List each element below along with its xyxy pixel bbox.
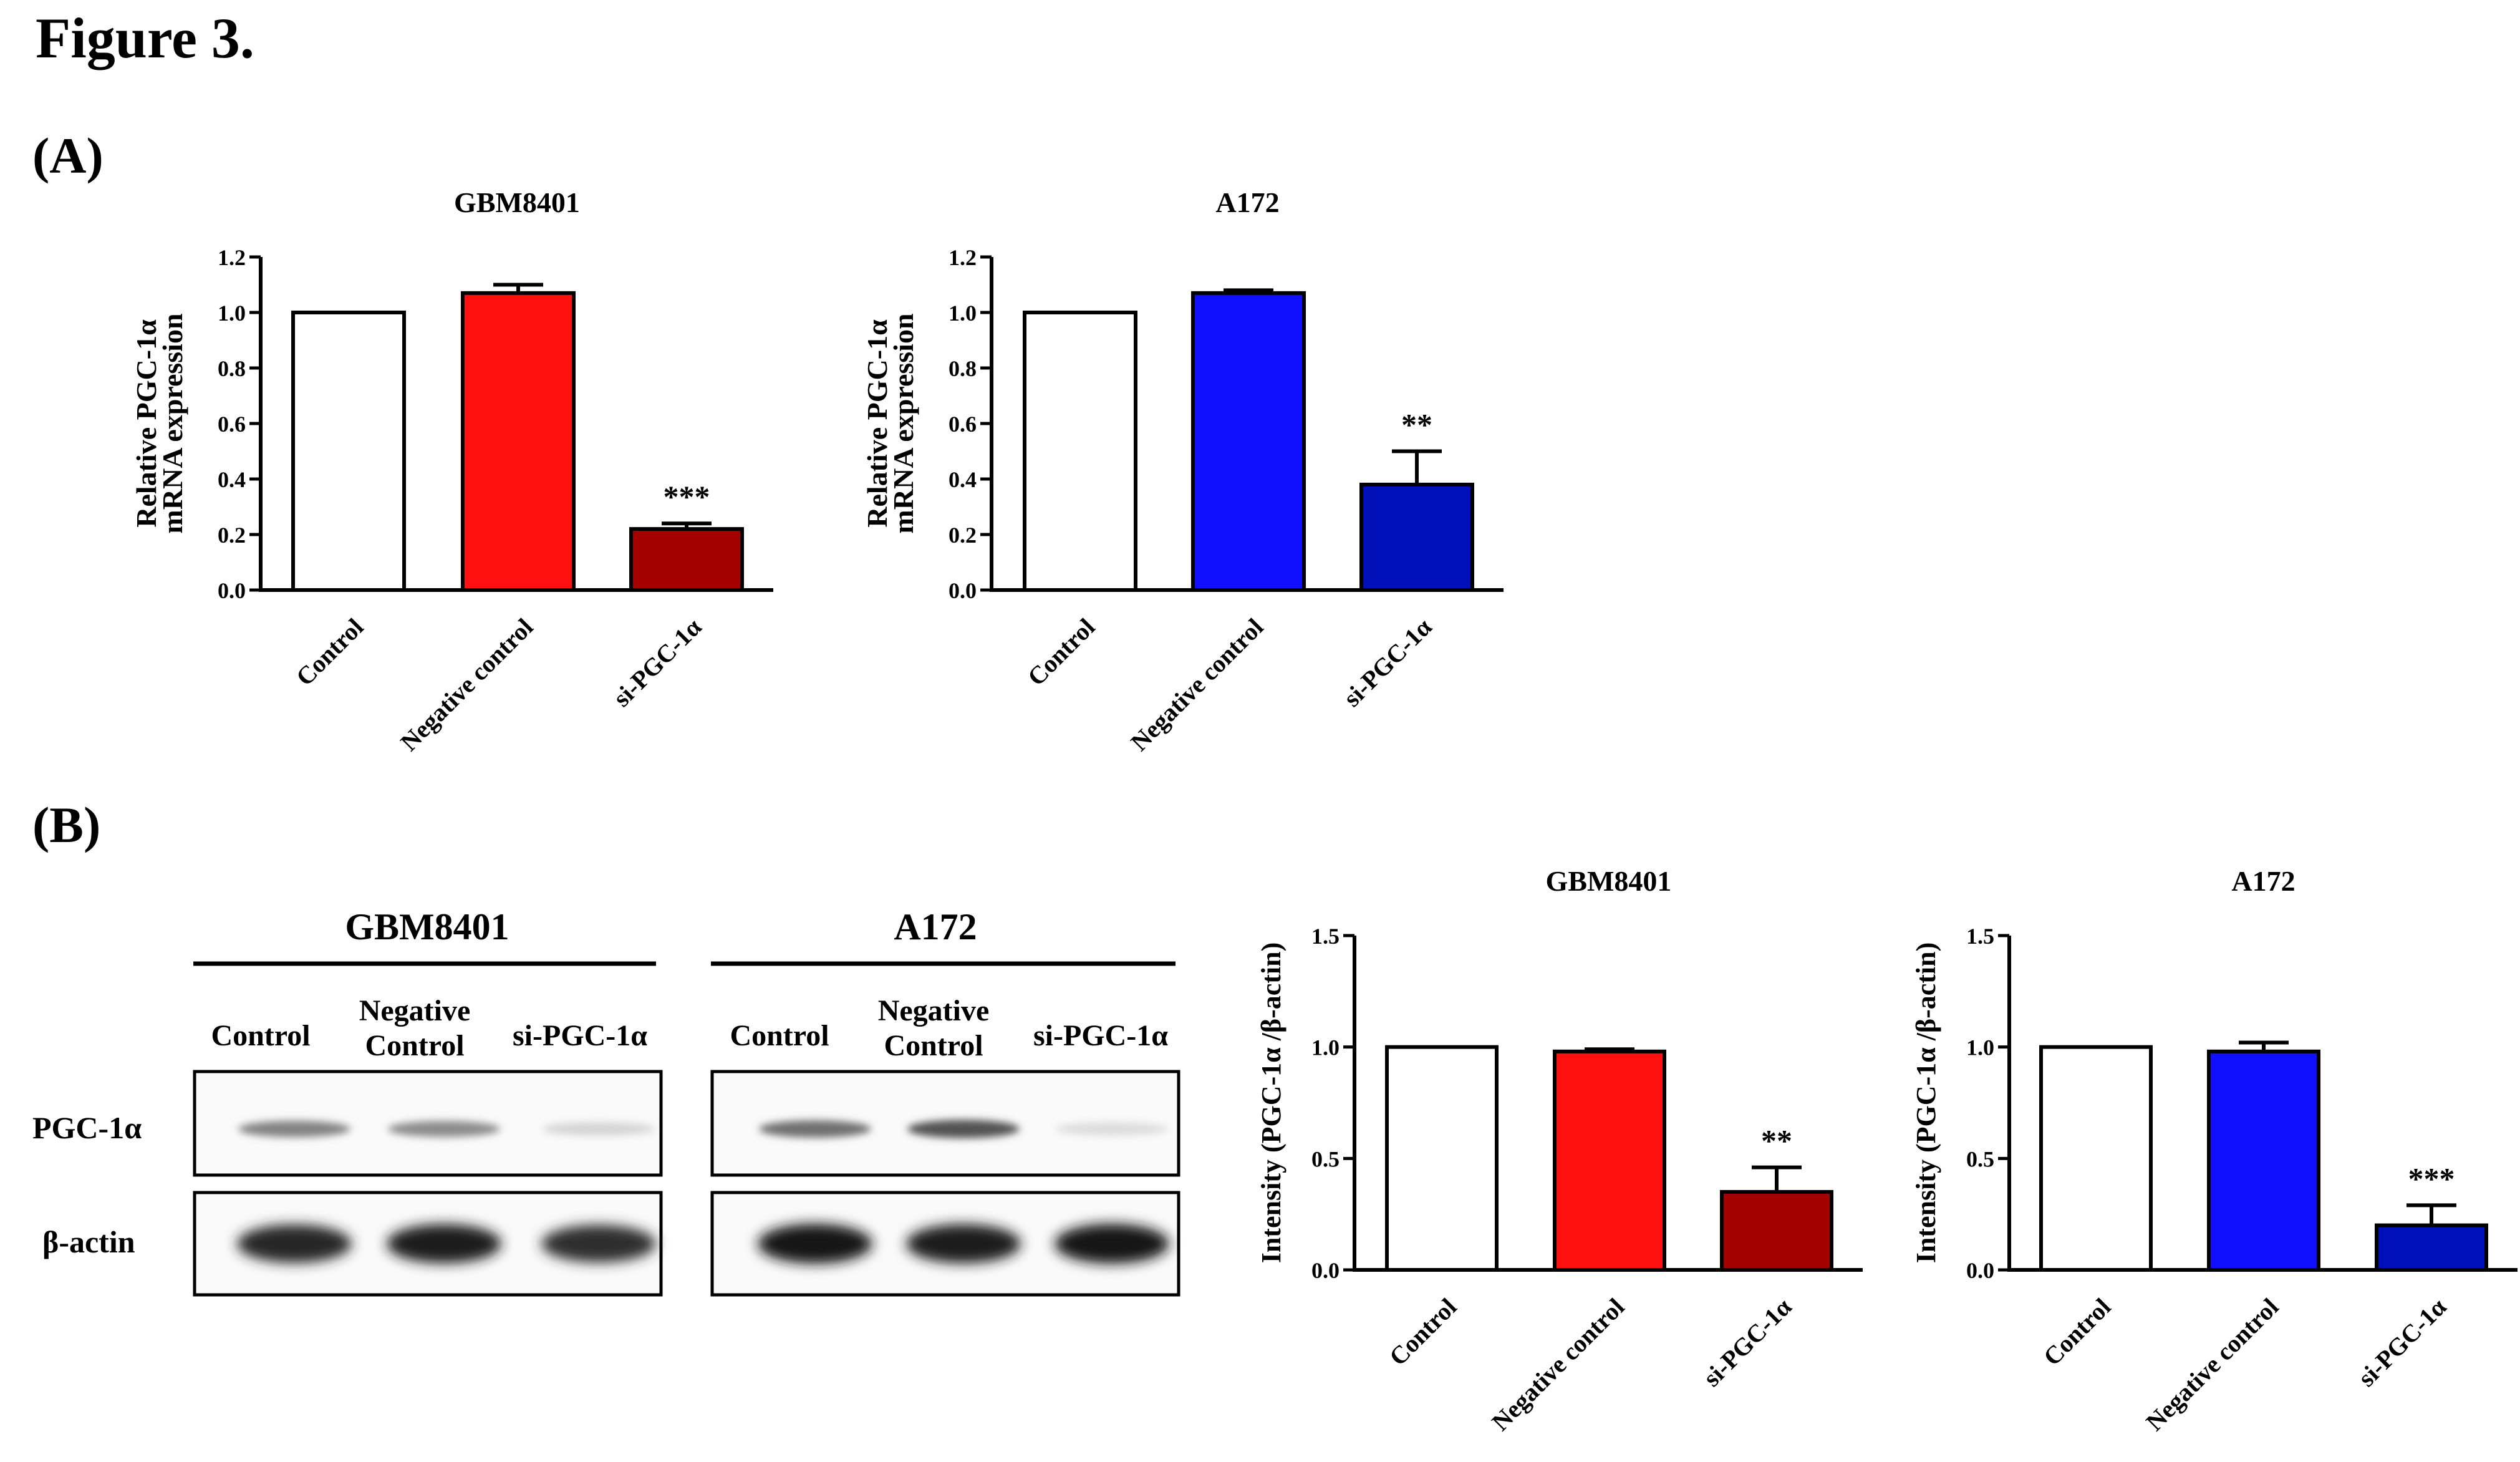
y-axis-label: Intensity (PGC-1α /β-actin) xyxy=(1911,942,1941,1264)
lane-label: Control xyxy=(211,1019,310,1052)
y-tick-label: 0.2 xyxy=(218,523,246,548)
y-tick-label: 1.0 xyxy=(1311,1035,1340,1060)
blot-bands xyxy=(237,1120,656,1264)
bar xyxy=(629,527,744,592)
pgc-band xyxy=(388,1121,500,1137)
significance-marker: *** xyxy=(664,479,710,514)
x-tick-label: Negative control xyxy=(1486,1293,1629,1436)
x-tick-label: Control xyxy=(1022,613,1101,692)
lane-label: Control xyxy=(365,1029,464,1062)
x-tick-label: si-PGC-1α xyxy=(1338,613,1437,712)
x-tick-label: Negative control xyxy=(1125,613,1268,757)
blot-cell-line-title: A172 xyxy=(894,906,977,947)
x-tick-label: Control xyxy=(291,613,369,692)
y-tick-label: 0.2 xyxy=(949,523,977,548)
y-tick-label: 0.0 xyxy=(218,578,246,603)
y-tick-label: 1.0 xyxy=(1966,1035,1994,1060)
western-blot-gbm8401: GBM8401 Control Negative Control si-PGC-… xyxy=(193,906,663,1297)
y-tick-label: 0.6 xyxy=(949,412,977,437)
blot-bands xyxy=(758,1120,1169,1264)
x-tick-label: Control xyxy=(2038,1293,2117,1372)
y-tick-label: 0.5 xyxy=(1966,1146,1994,1171)
bar xyxy=(2207,1049,2320,1272)
y-tick-label: 0.0 xyxy=(1311,1258,1340,1283)
actin-band xyxy=(906,1224,1021,1264)
chart-title: GBM8401 xyxy=(454,186,580,218)
x-tick-label: si-PGC-1α xyxy=(2352,1293,2451,1392)
y-axis-label: mRNA expression xyxy=(887,313,919,533)
lane-label: si-PGC-1α xyxy=(513,1019,647,1052)
chart-title: GBM8401 xyxy=(1546,865,1672,897)
significance-marker: *** xyxy=(2408,1161,2455,1196)
y-tick-label: 0.5 xyxy=(1311,1146,1340,1171)
actin-band xyxy=(387,1224,501,1264)
significance-marker: ** xyxy=(1401,407,1432,442)
chart-B_gbm: GBM8401 Intensity (PGC-1α /β-actin) 0.0 0.5… xyxy=(1256,865,1863,1436)
x-tick-label: Control xyxy=(1384,1293,1462,1372)
y-axis-label: Relative PGC-1α xyxy=(861,319,893,528)
y-tick-label: 0.8 xyxy=(949,356,977,381)
bar xyxy=(1191,291,1306,592)
y-tick-label: 0.4 xyxy=(949,467,977,492)
actin-band xyxy=(1055,1224,1169,1264)
y-tick-label: 0.4 xyxy=(218,467,246,492)
pgc-band xyxy=(238,1120,350,1138)
pgc-band xyxy=(543,1122,655,1136)
y-tick-label: 0.0 xyxy=(1966,1258,1994,1283)
bar xyxy=(461,291,576,592)
pgc-band xyxy=(907,1120,1020,1138)
blot-row-label-pgc: PGC-1α xyxy=(32,1110,142,1145)
y-axis-label: Relative PGC-1α xyxy=(130,319,162,528)
lane-label: Negative xyxy=(359,994,471,1027)
y-axis-label: mRNA expression xyxy=(157,313,188,533)
panel-b-label: (B) xyxy=(32,796,100,853)
x-tick-label: si-PGC-1α xyxy=(1697,1293,1797,1392)
lane-label: Control xyxy=(884,1029,983,1062)
pgc-band xyxy=(1056,1122,1168,1136)
significance-marker: ** xyxy=(1761,1123,1792,1158)
lane-label: Negative xyxy=(878,994,990,1027)
bar xyxy=(1023,311,1137,592)
y-tick-label: 1.2 xyxy=(218,245,246,270)
y-tick-label: 0.6 xyxy=(218,412,246,437)
blot-cell-line-title: GBM8401 xyxy=(345,906,509,947)
bar xyxy=(291,311,406,592)
y-tick-label: 1.5 xyxy=(1311,924,1340,949)
bar xyxy=(1553,1049,1666,1272)
bar xyxy=(2375,1223,2488,1272)
actin-band xyxy=(758,1224,872,1264)
chart-title: A172 xyxy=(2231,865,2295,897)
blot-row-label-actin: β-actin xyxy=(42,1224,135,1259)
chart-title: A172 xyxy=(1215,186,1279,218)
y-tick-label: 1.5 xyxy=(1966,924,1994,949)
y-tick-label: 0.0 xyxy=(949,578,977,603)
x-tick-label: si-PGC-1α xyxy=(607,613,707,712)
y-tick-label: 1.0 xyxy=(949,301,977,326)
lane-label: Control xyxy=(730,1019,829,1052)
bar xyxy=(1720,1189,1833,1272)
y-axis-label: Intensity (PGC-1α /β-actin) xyxy=(1256,942,1287,1264)
chart-B_a172: A172 Intensity (PGC-1α /β-actin) 0.0 0.5 1.0… xyxy=(1911,865,2518,1436)
bar xyxy=(1385,1045,1499,1272)
y-tick-label: 1.0 xyxy=(218,301,246,326)
actin-band xyxy=(237,1224,352,1263)
bar xyxy=(1359,482,1474,593)
bar xyxy=(2039,1045,2153,1272)
actin-band xyxy=(541,1224,656,1263)
x-tick-label: Negative control xyxy=(2140,1293,2284,1436)
y-tick-label: 1.2 xyxy=(949,245,977,270)
x-tick-label: Negative control xyxy=(395,613,538,757)
figure-title: Figure 3. xyxy=(36,6,254,70)
y-tick-label: 0.8 xyxy=(218,356,246,381)
panel-a-label: (A) xyxy=(32,127,104,184)
pgc-band xyxy=(759,1120,871,1138)
western-blot-a172: A172 Control Negative Control si-PGC-1α xyxy=(710,906,1180,1297)
lane-label: si-PGC-1α xyxy=(1033,1019,1168,1052)
